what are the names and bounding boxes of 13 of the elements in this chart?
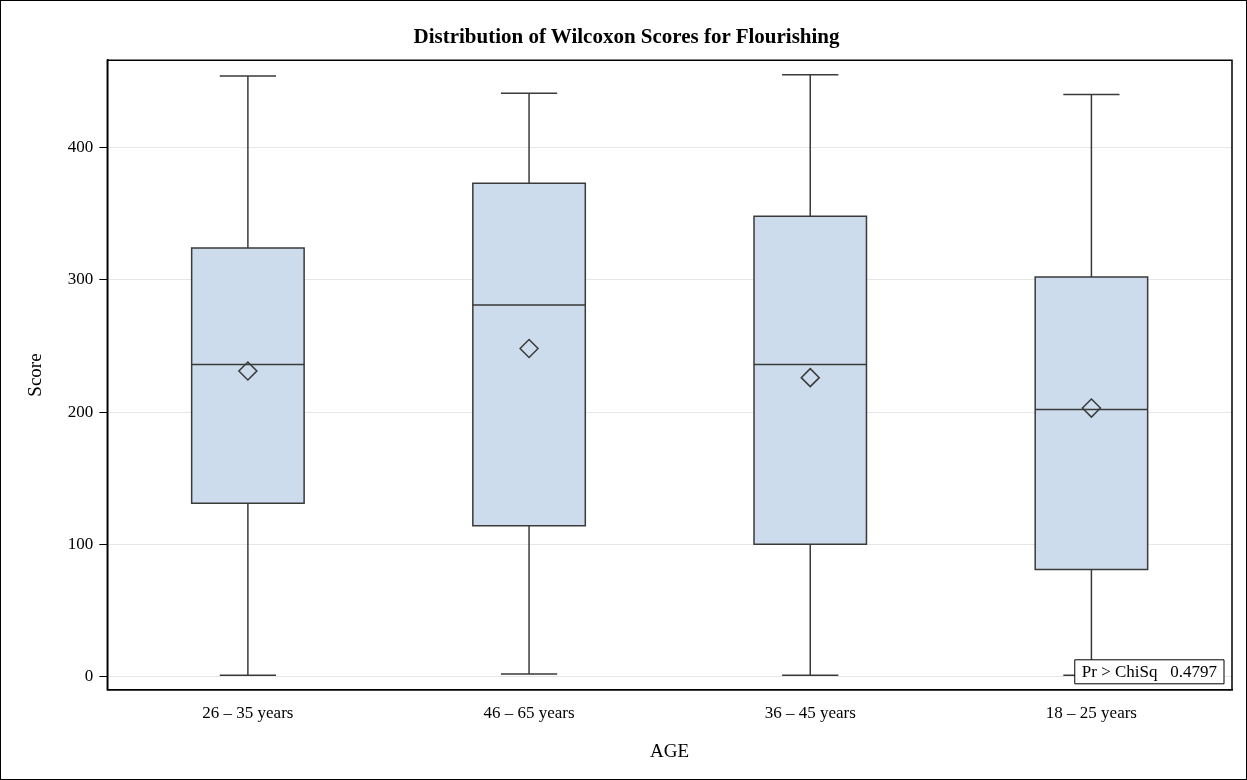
y-tick-label: 100: [67, 533, 94, 553]
x-tick-label: 18 – 25 years: [1045, 703, 1137, 723]
x-tick-label: 26 – 35 years: [202, 703, 294, 723]
y-axis-title: Score: [24, 353, 46, 397]
y-tick-label: 200: [67, 401, 94, 421]
chart-title: Distribution of Wilcoxon Scores for Flourishing: [413, 24, 841, 49]
y-tick-label: 300: [67, 269, 94, 289]
x-tick-label: 36 – 45 years: [764, 703, 856, 723]
x-tick-label: 46 – 65 years: [483, 703, 575, 723]
x-axis-title: AGE: [650, 739, 690, 761]
annotation: Pr > ChiSq 0.4797: [1081, 662, 1218, 682]
y-tick-label: 400: [67, 136, 94, 156]
y-tick-label: 0: [84, 666, 94, 686]
